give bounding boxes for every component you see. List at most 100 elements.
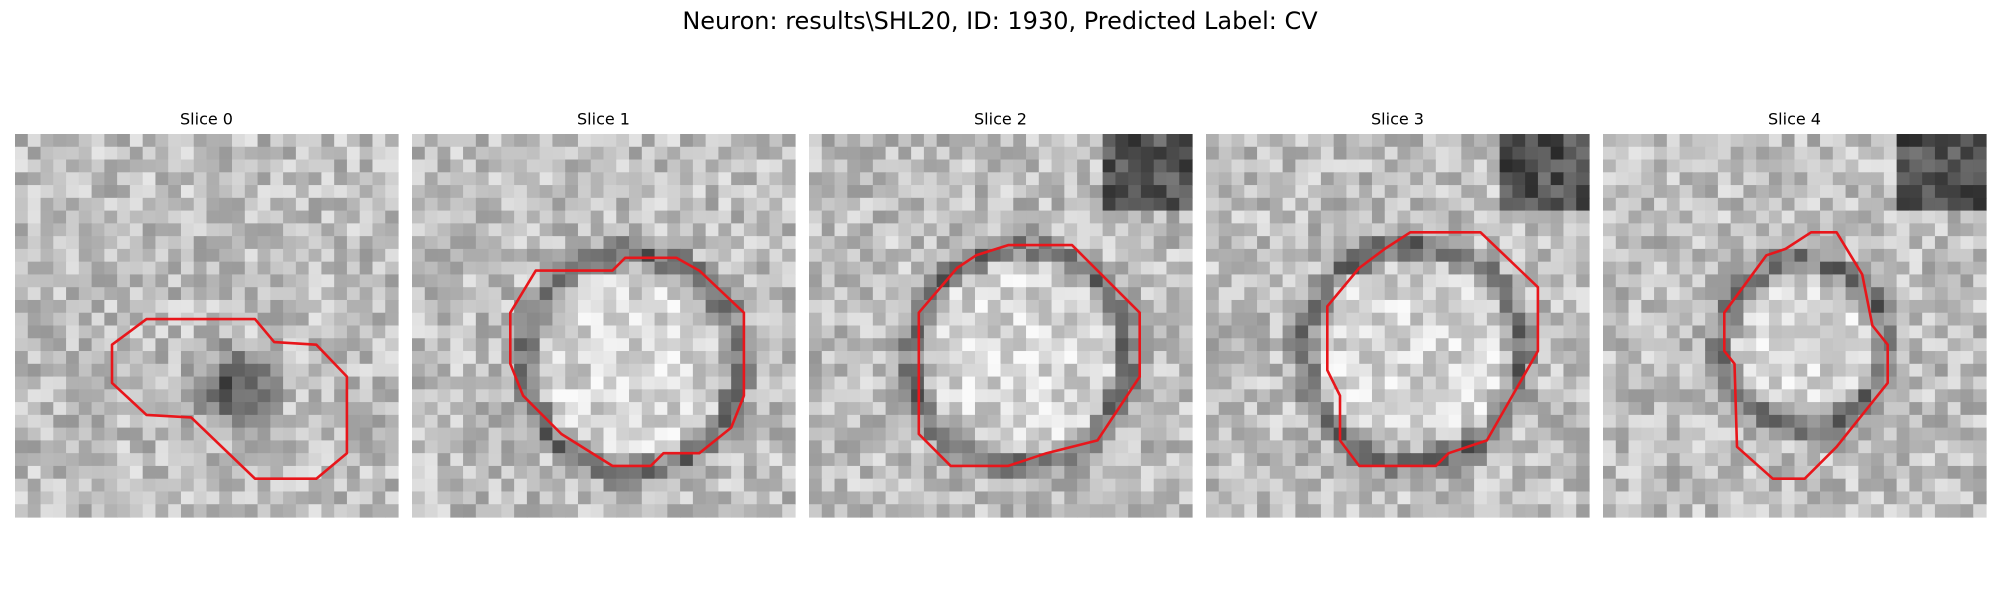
pixel bbox=[654, 351, 668, 365]
pixel bbox=[705, 312, 719, 327]
pixel bbox=[1743, 287, 1757, 301]
pixel bbox=[1115, 210, 1129, 224]
pixel bbox=[193, 402, 208, 416]
pixel bbox=[1922, 402, 1936, 416]
pixel bbox=[15, 440, 29, 454]
pixel bbox=[1666, 274, 1681, 288]
pixel bbox=[756, 248, 771, 263]
pixel bbox=[539, 197, 554, 212]
pixel bbox=[1499, 159, 1513, 173]
pixel bbox=[1537, 134, 1552, 148]
panel-title: Slice 3 bbox=[1371, 110, 1424, 129]
pixel bbox=[1794, 287, 1808, 301]
pixel bbox=[1346, 338, 1360, 352]
pixel bbox=[1244, 274, 1258, 288]
pixel bbox=[641, 504, 656, 518]
pixel bbox=[1295, 223, 1309, 237]
pixel bbox=[526, 389, 541, 403]
pixel bbox=[692, 427, 707, 441]
pixel bbox=[987, 402, 1002, 416]
pixel bbox=[1947, 491, 1962, 505]
pixel bbox=[860, 504, 874, 518]
pixel bbox=[1730, 134, 1745, 148]
pixel bbox=[372, 159, 386, 173]
pixel bbox=[257, 223, 271, 237]
pixel bbox=[488, 440, 502, 454]
pixel bbox=[1641, 453, 1655, 467]
pixel bbox=[667, 134, 681, 148]
pixel bbox=[1512, 210, 1526, 224]
pixel bbox=[1563, 402, 1577, 416]
pixel bbox=[346, 427, 361, 441]
pixel bbox=[743, 197, 758, 212]
pixel bbox=[1166, 389, 1180, 403]
pixel bbox=[1269, 325, 1284, 339]
pixel bbox=[27, 146, 42, 161]
pixel bbox=[936, 351, 951, 365]
pixel bbox=[718, 478, 732, 493]
pixel bbox=[1947, 274, 1962, 288]
pixel bbox=[1026, 159, 1040, 173]
pixel bbox=[1679, 172, 1693, 186]
pixel bbox=[1461, 287, 1475, 301]
pixel bbox=[667, 197, 681, 212]
pixel bbox=[1525, 402, 1539, 416]
pixel bbox=[1820, 504, 1834, 518]
pixel bbox=[552, 287, 566, 301]
pixel bbox=[705, 504, 719, 518]
pixel bbox=[295, 478, 310, 493]
pixel bbox=[1218, 338, 1233, 352]
pixel bbox=[53, 453, 67, 467]
pixel bbox=[1486, 223, 1501, 237]
pixel bbox=[641, 287, 656, 301]
pixel bbox=[1807, 414, 1821, 429]
pixel bbox=[1257, 248, 1271, 263]
pixel bbox=[962, 159, 976, 173]
pixel bbox=[1666, 159, 1681, 173]
pixel bbox=[142, 465, 157, 480]
pixel bbox=[731, 159, 745, 173]
pixel bbox=[1128, 338, 1142, 352]
pixel bbox=[1871, 414, 1885, 429]
pixel bbox=[1628, 287, 1642, 301]
pixel bbox=[987, 134, 1002, 148]
pixel bbox=[346, 146, 361, 161]
pixel bbox=[1102, 236, 1116, 250]
pixel bbox=[372, 389, 386, 403]
pixel bbox=[1231, 299, 1245, 314]
pixel bbox=[782, 491, 796, 505]
pixel bbox=[1013, 440, 1027, 454]
pixel bbox=[219, 236, 233, 250]
pixel bbox=[1423, 159, 1437, 173]
pixel bbox=[1820, 351, 1834, 365]
pixel bbox=[244, 465, 259, 480]
pixel bbox=[501, 248, 515, 263]
pixel bbox=[1525, 197, 1539, 212]
pixel bbox=[1717, 146, 1732, 161]
pixel bbox=[437, 299, 451, 314]
pixel bbox=[1102, 351, 1116, 365]
pixel bbox=[1781, 465, 1796, 480]
pixel bbox=[1883, 261, 1898, 276]
pixel bbox=[295, 210, 310, 224]
pixel bbox=[53, 185, 67, 199]
pixel bbox=[1269, 363, 1284, 378]
pixel bbox=[412, 134, 426, 148]
pixel bbox=[1973, 287, 1987, 301]
pixel bbox=[27, 210, 42, 224]
pixel bbox=[1896, 299, 1910, 314]
pixel bbox=[654, 325, 668, 339]
pixel bbox=[1038, 338, 1053, 352]
pixel bbox=[1947, 351, 1962, 365]
pixel bbox=[1026, 223, 1040, 237]
pixel bbox=[1128, 414, 1142, 429]
pixel bbox=[1705, 210, 1719, 224]
pixel bbox=[1140, 185, 1155, 199]
pixel bbox=[1679, 338, 1693, 352]
pixel bbox=[1537, 248, 1552, 263]
pixel bbox=[1179, 159, 1193, 173]
pixel bbox=[1960, 491, 1974, 505]
pixel bbox=[1269, 414, 1284, 429]
pixel bbox=[180, 261, 195, 276]
pixel bbox=[1934, 287, 1949, 301]
